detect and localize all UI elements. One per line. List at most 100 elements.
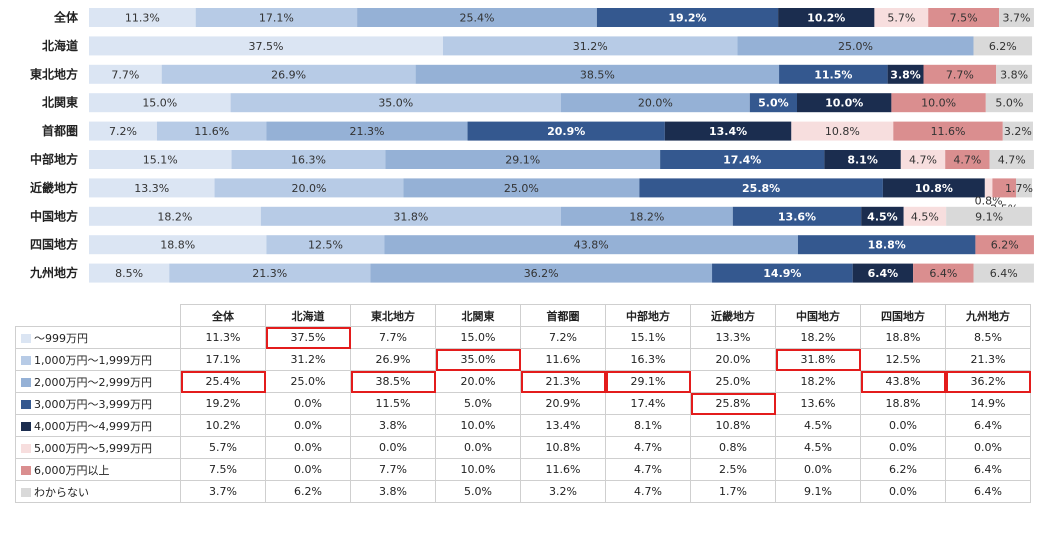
data-label: 5.0% (995, 97, 1023, 110)
bar-segment (887, 64, 924, 84)
legend-entry: 6,000万円以上 (15, 458, 181, 481)
bar-segment (999, 8, 1034, 27)
bar-segment (1016, 178, 1033, 198)
chart-svg: 全体 11.3% 17.1% 25.4% 19.2% 10.2% 5.7% 7.5% 3.7% 北… (29, 8, 1034, 283)
data-label: 11.5% (814, 68, 852, 81)
data-label: 11.6% (931, 125, 966, 138)
bar-segment (778, 8, 875, 27)
bar-segment (385, 150, 661, 169)
table-cell: 16.3% (605, 348, 691, 371)
data-label: 14.9% (763, 267, 801, 280)
table-cell: 0.0% (860, 480, 946, 503)
bar-segment (266, 121, 468, 141)
table-cell: 43.8% (860, 370, 946, 393)
category-label: 首都圏 (42, 123, 78, 138)
data-label: 18.2% (629, 210, 664, 223)
bar-segment (996, 64, 1033, 84)
bar-segment (403, 178, 640, 198)
bar-segment (266, 235, 385, 255)
data-label: 10.8% (825, 125, 860, 138)
bar-segment (893, 121, 1003, 141)
table-cell: 17.1% (180, 348, 266, 371)
table-cell: 0.0% (265, 392, 351, 415)
data-label: 31.8% (393, 210, 428, 223)
bar-segment (639, 178, 883, 198)
table-column-header: 東北地方 (350, 304, 436, 327)
table-cell: 11.5% (350, 392, 436, 415)
table-cell: 0.0% (265, 458, 351, 481)
data-label: 3.2% (1004, 125, 1032, 138)
bar-segment (161, 64, 416, 84)
data-label: 38.5% (580, 68, 615, 81)
data-label: 36.2% (524, 267, 559, 280)
bar-segment (712, 263, 853, 283)
data-label: 13.4% (709, 125, 747, 138)
bar-segment (89, 263, 170, 283)
table-cell: 36.2% (945, 370, 1031, 393)
data-label: 43.8% (574, 239, 609, 252)
table-cell: 18.2% (775, 326, 861, 349)
table-column-header: 近畿地方 (690, 304, 776, 327)
category-label: 九州地方 (29, 265, 78, 280)
table-row: 1,000万円～1,999万円 17.1% 31.2% 26.9% 35.0% 11.6%… (15, 348, 1031, 371)
data-label: 17.4% (723, 154, 761, 167)
table-cell: 1.7% (690, 480, 776, 503)
data-label: 3.8% (890, 68, 921, 81)
bar-segment (989, 150, 1034, 169)
category-label: 全体 (53, 10, 79, 25)
data-label: 7.5% (950, 12, 978, 25)
bar-segment (214, 178, 404, 198)
data-label: 6.4% (868, 267, 899, 280)
bar-segment (561, 206, 733, 226)
table-row: 3,000万円～3,999万円 19.2% 0.0% 11.5% 5.0% 20.9% 17… (15, 392, 1031, 415)
data-label: 25.8% (742, 182, 780, 195)
table-cell: 10.8% (520, 436, 606, 459)
data-label: 6.2% (989, 40, 1017, 53)
table-cell: 26.9% (350, 348, 436, 371)
table-cell: 2.5% (690, 458, 776, 481)
table-cell: 5.0% (435, 480, 521, 503)
data-label: 21.3% (252, 267, 287, 280)
table-cell: 13.3% (690, 326, 776, 349)
bar-segment (89, 93, 231, 113)
legend-entry: 5,000万円～5,999万円 (15, 436, 181, 459)
bar-segment (89, 8, 196, 27)
table-cell: 10.2% (180, 414, 266, 437)
table-cell: 31.2% (265, 348, 351, 371)
data-label: 6.2% (991, 239, 1019, 252)
table-cell: 29.1% (605, 370, 691, 393)
table-cell: 25.8% (690, 392, 776, 415)
bar-segment (984, 178, 993, 198)
table-column-header: 首都圏 (520, 304, 606, 327)
table-cell: 6.4% (945, 414, 1031, 437)
table-cell: 0.0% (775, 458, 861, 481)
data-label: 37.5% (249, 40, 284, 53)
data-label: 4.5% (867, 210, 898, 223)
category-label: 近畿地方 (30, 180, 78, 195)
table-cell: 0.0% (265, 436, 351, 459)
bar-segment (89, 235, 267, 255)
bar-segment (89, 121, 157, 141)
legend-label: 5,000万円～5,999万円 (34, 441, 152, 455)
data-label: 5.0% (758, 97, 789, 110)
data-label: 5.7% (887, 12, 915, 25)
table-cell: 21.3% (945, 348, 1031, 371)
data-label: 1.7% (1005, 182, 1033, 195)
bar-segment (985, 93, 1033, 113)
table-cell: 4.7% (605, 480, 691, 503)
table-cell: 38.5% (350, 370, 436, 393)
bar-segment (231, 150, 386, 169)
bar-segment (732, 206, 862, 226)
table-cell: 25.0% (690, 370, 776, 393)
data-label: 20.0% (638, 97, 673, 110)
data-label: 18.8% (868, 239, 906, 252)
data-label: 7.7% (946, 68, 974, 81)
bar-segment (384, 235, 798, 255)
bar-segment (260, 206, 561, 226)
legend-label: ～999万円 (34, 331, 88, 345)
data-label: 11.3% (125, 12, 160, 25)
data-label: 3.7% (1003, 12, 1031, 25)
data-label: 25.4% (460, 12, 495, 25)
category-label: 東北地方 (30, 66, 78, 81)
table-cell: 4.7% (605, 436, 691, 459)
